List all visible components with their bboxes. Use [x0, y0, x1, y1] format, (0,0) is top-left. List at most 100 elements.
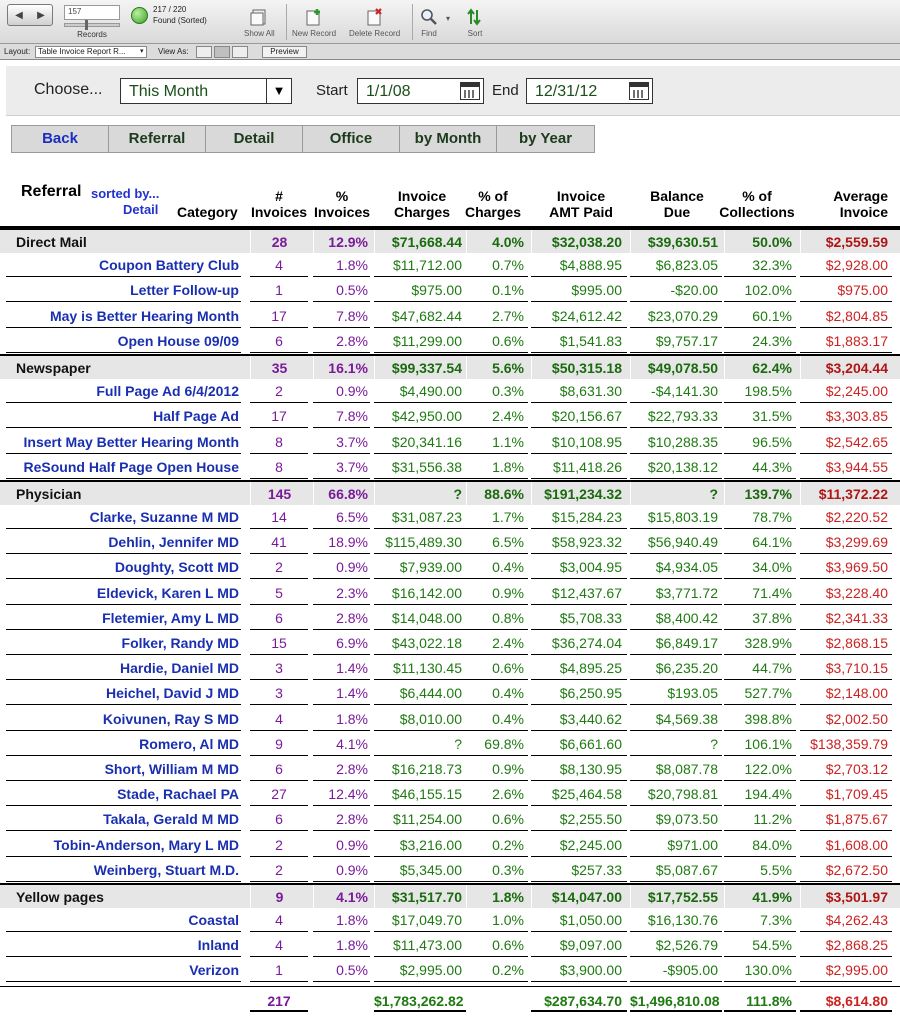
balance-due: $5,087.67: [630, 858, 722, 882]
table-row[interactable]: Inland 4 1.8% $11,473.00 0.6% $9,097.00 $2,526…: [0, 933, 900, 958]
table-row[interactable]: Eldevick, Karen L MD 5 2.3% $16,142.00 0.9% $…: [0, 581, 900, 606]
balance-due: $49,078.50: [630, 355, 722, 380]
table-row[interactable]: Romero, Al MD 9 4.1%? 69.8% $6,661.60? 106.1%…: [0, 732, 900, 757]
table-row[interactable]: Takala, Gerald M MD 6 2.8% $11,254.00 0.6% $2…: [0, 807, 900, 832]
table-row[interactable]: Dehlin, Jennifer MD 41 18.9% $115,489.30 6.5…: [0, 530, 900, 555]
detail-link[interactable]: Detail: [123, 202, 159, 217]
end-label: End: [492, 82, 519, 99]
percent-collections: 398.8%: [724, 707, 796, 731]
show-all-button[interactable]: Show All: [244, 8, 275, 38]
tab-by-year[interactable]: by Year: [497, 126, 594, 152]
record-slider[interactable]: [64, 20, 120, 30]
sort-button[interactable]: Sort: [466, 8, 484, 38]
invoice-count: 1: [250, 958, 308, 983]
average-invoice: $975.00: [800, 278, 892, 303]
average-invoice: $3,303.85: [800, 404, 892, 429]
table-row[interactable]: Hardie, Daniel MD 3 1.4% $11,130.45 0.6% $4,8…: [0, 656, 900, 681]
period-select[interactable]: This Month ▼: [120, 78, 292, 104]
tab-office[interactable]: Office: [303, 126, 400, 152]
form-view-icon[interactable]: [196, 46, 212, 58]
referral-name: May is Better Hearing Month: [6, 304, 241, 328]
percent-invoices: 12.9%: [313, 230, 370, 254]
table-row[interactable]: Open House 09/09 6 2.8% $11,299.00 0.6% $1,54…: [0, 329, 900, 354]
tab-by-month[interactable]: by Month: [400, 126, 497, 152]
table-row[interactable]: Coupon Battery Club 4 1.8% $11,712.00 0.7% $4…: [0, 253, 900, 278]
end-date-field[interactable]: 12/31/12: [526, 78, 653, 104]
table-row[interactable]: Fletemier, Amy L MD 6 2.8% $14,048.00 0.8% $5…: [0, 606, 900, 631]
amount-paid: $1,541.83: [531, 329, 627, 353]
referral-name: Hardie, Daniel MD: [6, 656, 241, 681]
referral-name: Doughty, Scott MD: [6, 555, 241, 580]
table-row[interactable]: Clarke, Suzanne M MD 14 6.5% $31,087.23 1.7%…: [0, 505, 900, 530]
layout-select[interactable]: Table Invoice Report R...: [35, 46, 147, 58]
tab-back[interactable]: Back: [12, 126, 109, 152]
table-row[interactable]: Verizon 1 0.5% $2,995.00 0.2% $3,900.00 -$905.…: [0, 958, 900, 983]
table-row[interactable]: Weinberg, Stuart M.D. 2 0.9% $5,345.00 0.3% $…: [0, 858, 900, 883]
percent-invoices: 0.9%: [313, 833, 370, 857]
table-row[interactable]: Heichel, David J MD 3 1.4% $6,444.00 0.4% $6,…: [0, 681, 900, 706]
table-row[interactable]: ReSound Half Page Open House 8 3.7% $31,556…: [0, 455, 900, 480]
percent-invoices: 7.8%: [313, 304, 370, 328]
start-date-field[interactable]: 1/1/08: [357, 78, 484, 104]
percent-collections: 78.7%: [724, 505, 796, 530]
referral-name: Yellow pages: [16, 888, 104, 905]
period-select-arrow-icon[interactable]: ▼: [266, 79, 291, 103]
table-row[interactable]: Half Page Ad 17 7.8% $42,950.00 2.4% $20,156.…: [0, 404, 900, 429]
amount-paid: $4,895.25: [531, 656, 627, 681]
layout-dropdown-chevron-icon[interactable]: ▾: [140, 48, 144, 55]
next-record-icon[interactable]: ▶: [37, 9, 45, 21]
average-invoice: $2,703.12: [800, 757, 892, 781]
percent-collections: 527.7%: [724, 681, 796, 706]
percent-invoices: 1.8%: [313, 908, 370, 933]
average-invoice: $1,709.45: [800, 782, 892, 807]
table-row[interactable]: Short, William M MD 6 2.8% $16,218.73 0.9% $8…: [0, 757, 900, 782]
current-record-field[interactable]: 157: [64, 5, 120, 20]
sorted-by-link[interactable]: sorted by...: [91, 186, 160, 201]
end-date-value: 12/31/12: [535, 83, 598, 100]
referral-name: Koivunen, Ray S MD: [6, 707, 241, 731]
percent-invoices: 1.8%: [313, 253, 370, 278]
amount-paid: $32,038.20: [531, 230, 627, 254]
percent-invoices: 66.8%: [313, 481, 370, 506]
referral-name: Inland: [6, 933, 241, 958]
percent-charges: 0.4%: [466, 707, 528, 731]
table-row[interactable]: Full Page Ad 6/4/2012 2 0.9% $4,490.00 0.3% $…: [0, 379, 900, 404]
referral-name: Direct Mail: [16, 234, 87, 250]
start-calendar-icon[interactable]: [460, 82, 480, 100]
tab-detail[interactable]: Detail: [206, 126, 303, 152]
percent-collections: 328.9%: [724, 631, 796, 655]
tab-referral[interactable]: Referral: [109, 126, 206, 152]
table-row[interactable]: Insert May Better Hearing Month 8 3.7% $20,…: [0, 430, 900, 455]
percent-invoices: 4.1%: [313, 884, 370, 909]
percent-collections: 24.3%: [724, 329, 796, 353]
invoice-charges: $3,216.00: [374, 833, 466, 857]
table-row[interactable]: Folker, Randy MD 15 6.9% $43,022.18 2.4% $36,…: [0, 631, 900, 656]
new-record-button[interactable]: New Record: [292, 8, 336, 38]
table-row[interactable]: Koivunen, Ray S MD 4 1.8% $8,010.00 0.4% $3,4…: [0, 707, 900, 732]
table-view-icon[interactable]: [232, 46, 248, 58]
table-row[interactable]: Tobin-Anderson, Mary L MD 2 0.9% $3,216.00 0…: [0, 833, 900, 858]
percent-charges: 4.0%: [466, 230, 528, 254]
table-row[interactable]: Doughty, Scott MD 2 0.9% $7,939.00 0.4% $3,00…: [0, 555, 900, 580]
table-row[interactable]: Letter Follow-up 1 0.5% $975.00 0.1% $995.00-…: [0, 278, 900, 303]
table-row[interactable]: Coastal 4 1.8% $17,049.70 1.0% $1,050.00 $16,1…: [0, 908, 900, 933]
previous-record-icon[interactable]: ◀: [15, 9, 23, 21]
find-button[interactable]: Find: [420, 8, 438, 38]
sort-label: Sort: [467, 29, 483, 38]
find-menu-chevron-icon[interactable]: ▾: [446, 14, 451, 23]
percent-collections: 130.0%: [724, 958, 796, 983]
invoice-charges-heading: Invoice Charges: [393, 188, 451, 220]
balance-due: $4,934.05: [630, 555, 722, 580]
end-calendar-icon[interactable]: [629, 82, 649, 100]
table-row[interactable]: May is Better Hearing Month 17 7.8% $47,682…: [0, 304, 900, 329]
table-row[interactable]: Stade, Rachael PA 27 12.4% $46,155.15 2.6% $2…: [0, 782, 900, 807]
record-navigation-book[interactable]: ◀ ▶: [7, 4, 53, 26]
list-view-icon[interactable]: [214, 46, 230, 58]
percent-charges: 5.6%: [466, 355, 528, 380]
amount-paid: $8,130.95: [531, 757, 627, 781]
view-as-label: View As:: [158, 47, 189, 56]
amount-paid: $58,923.32: [531, 530, 627, 555]
delete-record-button[interactable]: Delete Record: [349, 8, 400, 38]
preview-button[interactable]: Preview: [262, 46, 307, 58]
percent-collections: 34.0%: [724, 555, 796, 580]
